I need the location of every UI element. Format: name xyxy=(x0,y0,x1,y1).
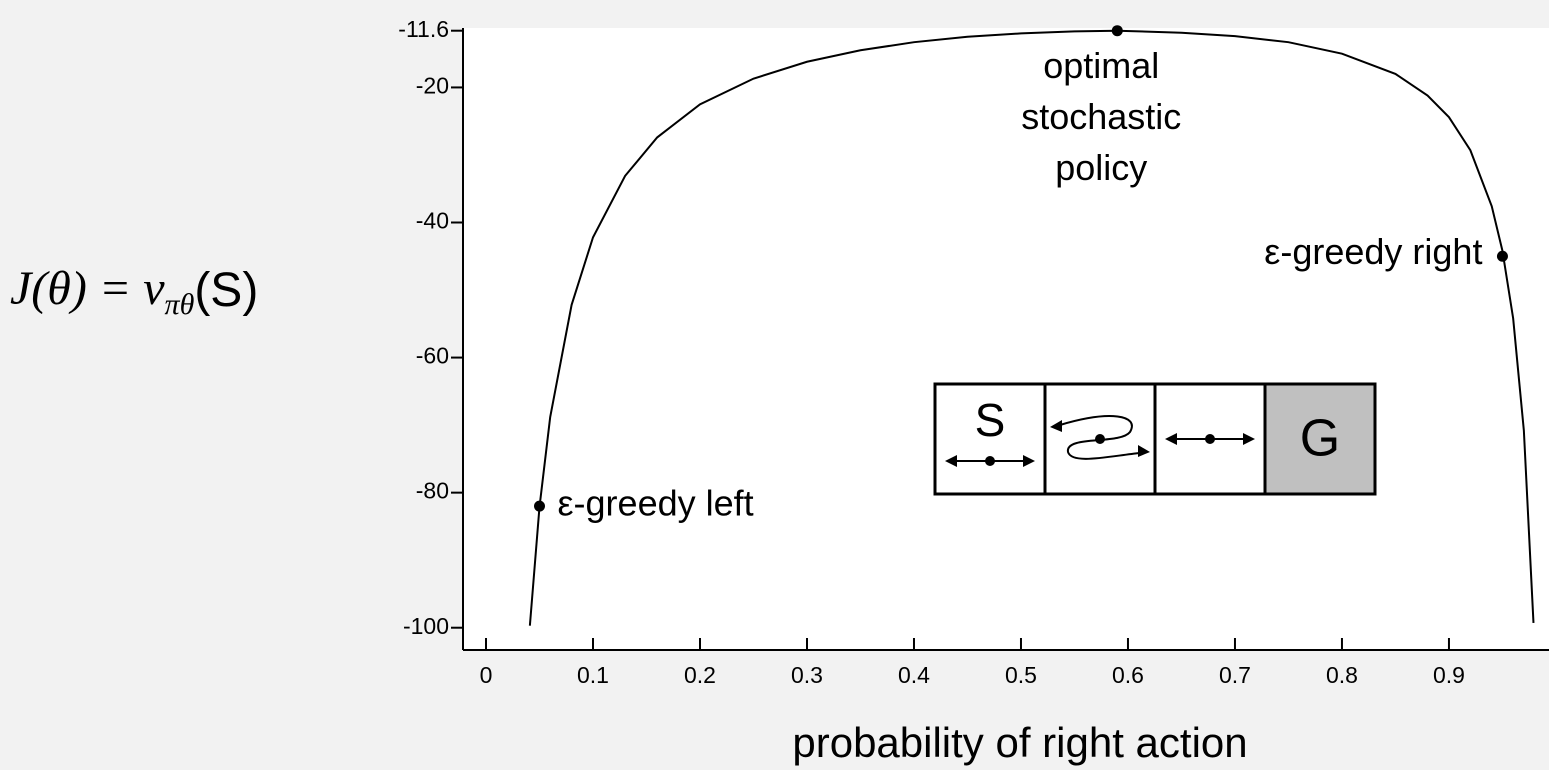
annotated-point xyxy=(1111,25,1123,37)
state-dot xyxy=(985,456,995,466)
x-tick-label: 0.5 xyxy=(1005,662,1037,688)
annotated-point xyxy=(534,500,546,512)
x-tick-label: 0.4 xyxy=(898,662,930,688)
y-tick-label: -100 xyxy=(403,613,449,639)
x-tick-label: 0.3 xyxy=(791,662,823,688)
axes xyxy=(462,28,1549,651)
annotation: policy xyxy=(1055,147,1147,188)
x-tick-label: 0.9 xyxy=(1433,662,1465,688)
arrowheads xyxy=(945,420,1255,467)
annotation: ε-greedy right xyxy=(1264,231,1482,272)
corridor-inset xyxy=(933,382,1377,496)
goal-cell xyxy=(1263,382,1377,496)
annotation: ε-greedy left xyxy=(558,483,754,524)
plot-area xyxy=(463,28,1549,650)
arrowhead xyxy=(1050,420,1150,457)
y-label-sub: πθ xyxy=(165,288,195,321)
x-tick-label: 0.1 xyxy=(577,662,609,688)
annotated-point xyxy=(1496,250,1508,262)
goal-label: G xyxy=(1300,410,1340,468)
x-axis-label: probability of right action xyxy=(792,719,1247,766)
y-label-tail: (S) xyxy=(194,264,258,317)
x-tick-label: 0.7 xyxy=(1219,662,1251,688)
y-tick-label: -20 xyxy=(416,73,449,99)
line xyxy=(528,29,1535,626)
y-tick-label: -11.6 xyxy=(398,16,449,42)
y-tick-label: -80 xyxy=(416,478,449,504)
annotation: stochastic xyxy=(1021,96,1181,137)
x-tick-label: 0.8 xyxy=(1326,662,1358,688)
start-label: S xyxy=(975,394,1006,446)
y-label-main: J(θ) = v xyxy=(10,262,165,315)
y-tick-label: -60 xyxy=(416,343,449,369)
state-dot xyxy=(1095,434,1105,444)
x-tick-label: 0.6 xyxy=(1112,662,1144,688)
state-dot xyxy=(1205,434,1215,444)
y-axis-label: J(θ) = vπθ(S) xyxy=(10,262,258,321)
x-tick-label: 0 xyxy=(480,662,493,688)
y-tick-label: -40 xyxy=(416,208,449,234)
annotation: optimal xyxy=(1043,45,1159,86)
x-tick-label: 0.2 xyxy=(684,662,716,688)
